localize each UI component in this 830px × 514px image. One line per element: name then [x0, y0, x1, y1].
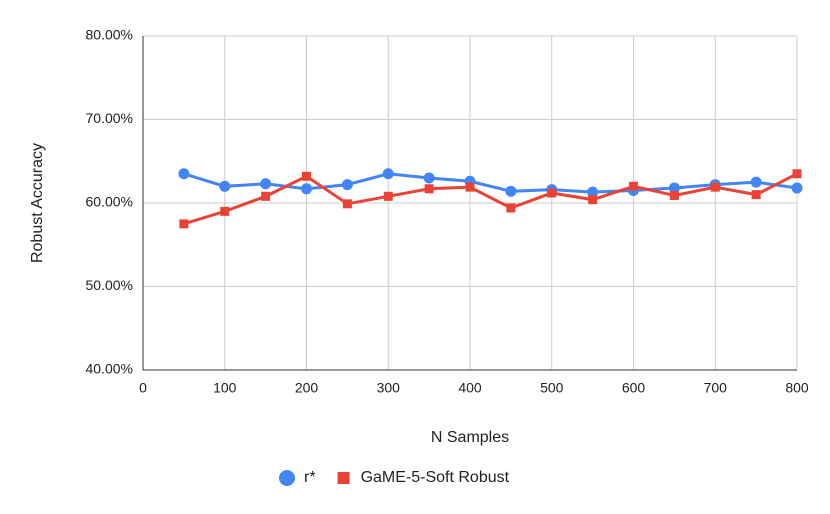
- data-point: [341, 179, 353, 191]
- x-tick-label: 500: [540, 380, 564, 396]
- x-tick-label: 700: [704, 380, 728, 396]
- x-tick-label: 200: [295, 380, 319, 396]
- data-point: [383, 191, 393, 201]
- y-tick-label: 40.00%: [86, 361, 133, 377]
- series-line: [183, 172, 798, 226]
- y-tick-label: 80.00%: [86, 27, 133, 43]
- y-tick-label: 50.00%: [86, 277, 133, 293]
- y-tick-label: 70.00%: [86, 110, 133, 126]
- data-point: [587, 186, 599, 198]
- x-tick-label: 600: [622, 380, 646, 396]
- x-axis-title: N Samples: [431, 429, 509, 446]
- data-point: [424, 184, 434, 194]
- x-tick-label: 0: [139, 380, 147, 396]
- data-point: [668, 182, 680, 194]
- data-point: [423, 172, 435, 184]
- legend-marker: [279, 470, 295, 486]
- x-tick-label: 300: [377, 380, 401, 396]
- data-point: [750, 176, 762, 188]
- data-point: [382, 168, 394, 180]
- x-tick-label: 800: [785, 380, 809, 396]
- data-point: [261, 191, 271, 201]
- data-point: [669, 190, 679, 200]
- data-point: [260, 178, 272, 190]
- legend-label: r*: [304, 469, 316, 486]
- x-tick-label: 100: [213, 380, 237, 396]
- data-point: [219, 180, 231, 192]
- y-axis-title: Robust Accuracy: [29, 143, 46, 263]
- data-point: [629, 181, 638, 191]
- data-point: [506, 203, 516, 213]
- data-point: [465, 182, 475, 192]
- data-point: [178, 168, 190, 180]
- data-point: [588, 195, 598, 205]
- data-point: [179, 219, 189, 229]
- data-point: [301, 183, 312, 195]
- data-point: [505, 185, 517, 197]
- data-point: [751, 190, 761, 200]
- data-point: [547, 188, 557, 198]
- y-tick-label: 60.00%: [86, 194, 133, 210]
- legend-marker: [337, 472, 350, 484]
- data-point: [791, 182, 803, 194]
- x-tick-label: 400: [458, 380, 482, 396]
- data-point: [710, 182, 720, 192]
- data-point: [220, 206, 230, 216]
- data-point: [792, 169, 802, 179]
- legend-label: GaME-5-Soft Robust: [361, 469, 510, 486]
- data-point: [302, 171, 311, 181]
- data-point: [342, 199, 352, 209]
